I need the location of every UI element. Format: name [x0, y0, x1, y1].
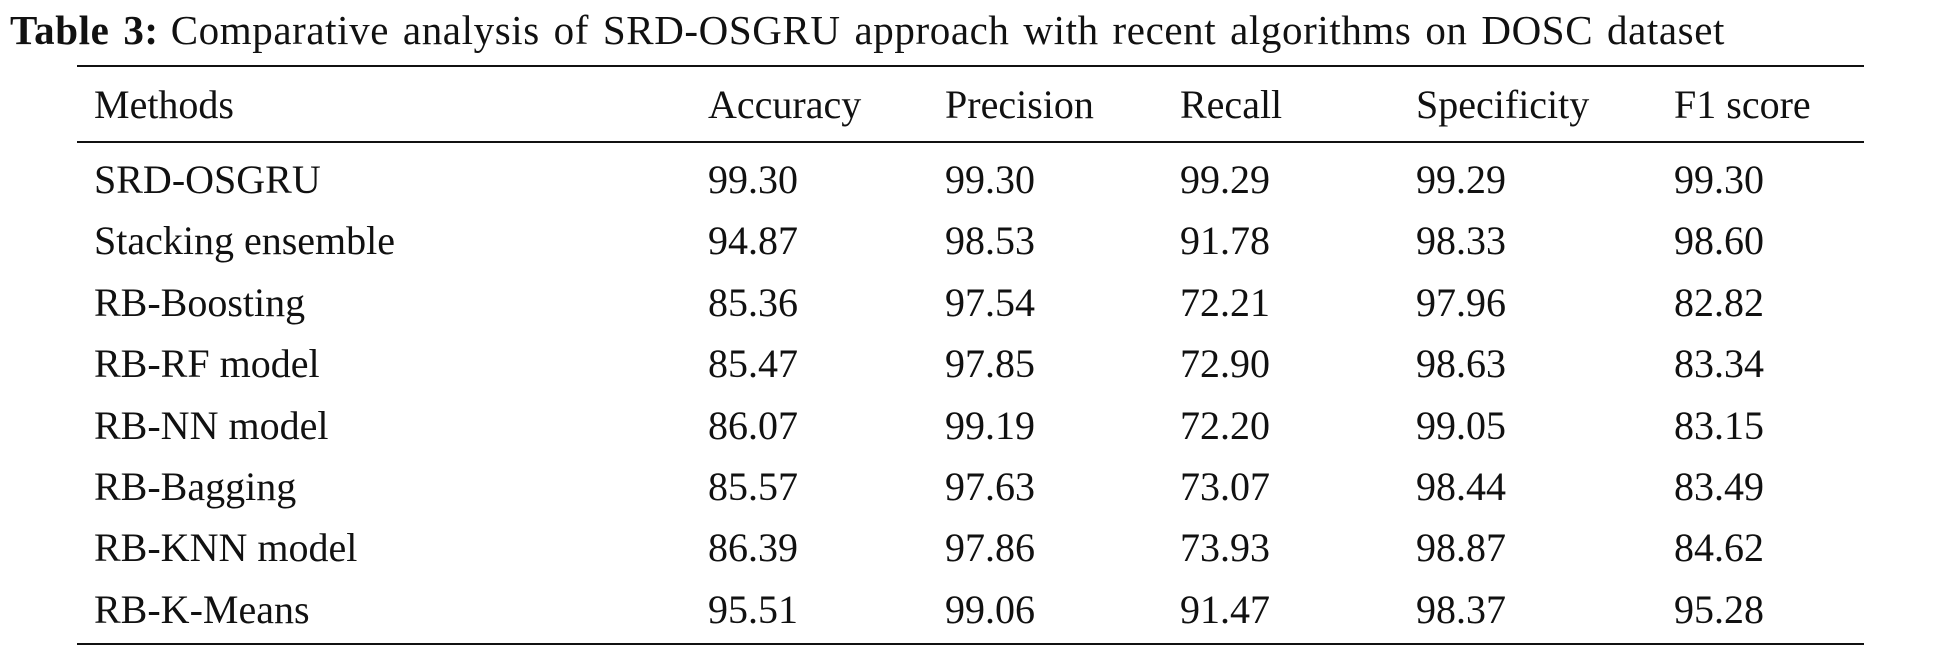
- metric-value: 97.86: [945, 525, 1035, 571]
- method-name: Stacking ensemble: [94, 218, 396, 264]
- metric-value: 72.90: [1180, 341, 1270, 387]
- metric-value: 72.20: [1180, 402, 1270, 448]
- metric-value: 99.05: [1416, 402, 1506, 448]
- metric-value: 91.78: [1180, 218, 1270, 264]
- metric-value: 86.07: [708, 402, 798, 448]
- metric-value: 83.15: [1674, 402, 1764, 448]
- metric-value: 86.39: [708, 525, 798, 571]
- metric-value: 99.30: [708, 157, 798, 202]
- metric-value: 98.53: [945, 218, 1035, 264]
- metric-value: 83.34: [1674, 341, 1764, 387]
- metric-value: 95.51: [708, 586, 798, 632]
- metric-value: 97.85: [945, 341, 1035, 387]
- metric-value: 99.29: [1416, 157, 1506, 202]
- metric-value: 94.87: [708, 218, 798, 264]
- metric-value: 84.62: [1674, 525, 1764, 571]
- metric-value: 83.49: [1674, 464, 1764, 509]
- column-header: F1 score: [1674, 82, 1811, 127]
- method-name: RB-KNN model: [94, 525, 358, 571]
- column-header: Methods: [94, 82, 234, 127]
- method-name: RB-Bagging: [94, 464, 297, 509]
- metric-value: 91.47: [1180, 586, 1270, 632]
- metric-value: 73.07: [1180, 464, 1270, 509]
- method-name: RB-Boosting: [94, 279, 306, 325]
- caption-text: Comparative analysis of SRD-OSGRU approa…: [170, 7, 1726, 53]
- metric-value: 99.30: [1674, 157, 1764, 202]
- metric-value: 98.33: [1416, 218, 1506, 264]
- metric-value: 99.29: [1180, 157, 1270, 202]
- table-caption: Table 3: Comparative analysis of SRD-OSGR…: [10, 6, 1725, 54]
- bottom-rule: [77, 643, 1864, 645]
- metric-value: 97.96: [1416, 279, 1506, 325]
- metric-value: 97.63: [945, 464, 1035, 509]
- column-header: Accuracy: [708, 82, 862, 127]
- header-rule: [77, 141, 1864, 143]
- method-name: RB-RF model: [94, 341, 320, 387]
- metric-value: 97.54: [945, 279, 1035, 325]
- metric-value: 98.44: [1416, 464, 1506, 509]
- top-rule: [77, 65, 1864, 67]
- metric-value: 73.93: [1180, 525, 1270, 571]
- metric-value: 82.82: [1674, 279, 1764, 325]
- metric-value: 85.36: [708, 279, 798, 325]
- column-header: Recall: [1180, 82, 1283, 127]
- method-name: RB-K-Means: [94, 586, 310, 632]
- metric-value: 98.63: [1416, 341, 1506, 387]
- metric-value: 85.47: [708, 341, 798, 387]
- metric-value: 99.06: [945, 586, 1035, 632]
- column-header: Precision: [945, 82, 1094, 127]
- metric-value: 72.21: [1180, 279, 1270, 325]
- method-name: SRD-OSGRU: [94, 157, 321, 202]
- metric-value: 98.37: [1416, 586, 1506, 632]
- caption-label: Table 3:: [10, 7, 159, 53]
- metric-value: 95.28: [1674, 586, 1764, 632]
- method-name: RB-NN model: [94, 402, 329, 448]
- column-header: Specificity: [1416, 82, 1590, 127]
- metric-value: 99.30: [945, 157, 1035, 202]
- metric-value: 85.57: [708, 464, 798, 509]
- metric-value: 98.87: [1416, 525, 1506, 571]
- metric-value: 99.19: [945, 402, 1035, 448]
- metric-value: 98.60: [1674, 218, 1764, 264]
